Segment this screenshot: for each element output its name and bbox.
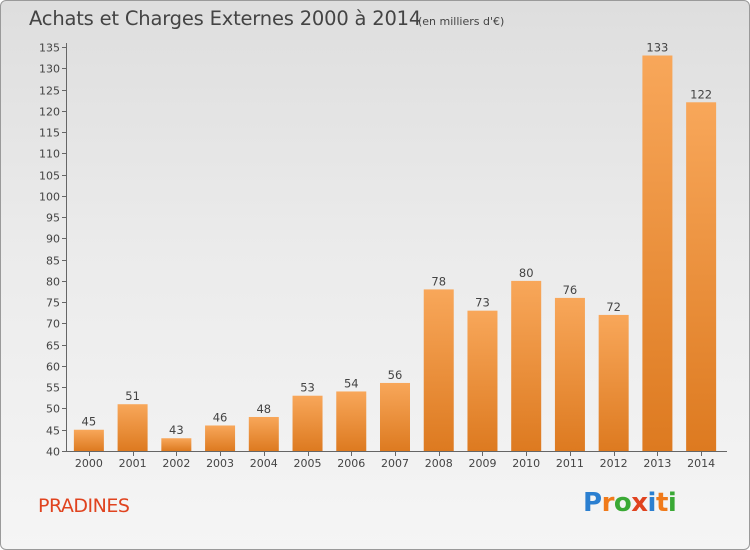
data-label-2005: 53 bbox=[300, 381, 315, 395]
y-tick-label: 65 bbox=[46, 340, 60, 353]
x-tick-label: 2012 bbox=[600, 457, 628, 470]
y-tick-label: 90 bbox=[46, 233, 60, 246]
bar-2009 bbox=[467, 310, 498, 451]
data-label-2006: 54 bbox=[344, 376, 359, 390]
bar-2012 bbox=[598, 314, 629, 451]
logo-letter: i bbox=[667, 488, 677, 518]
y-tick-label: 130 bbox=[39, 63, 60, 76]
bar-2008 bbox=[423, 289, 454, 451]
chart-subtitle: (en milliers d'€) bbox=[418, 15, 505, 28]
y-tick-label: 70 bbox=[46, 318, 60, 331]
data-label-2000: 45 bbox=[82, 415, 97, 429]
y-tick-label: 85 bbox=[46, 255, 60, 268]
y-tick-label: 110 bbox=[39, 148, 60, 161]
bar-2007 bbox=[380, 382, 410, 451]
logo-letter: o bbox=[613, 488, 632, 518]
y-tick-label: 100 bbox=[39, 191, 60, 204]
bar-2006 bbox=[336, 391, 367, 451]
x-tick-label: 2003 bbox=[206, 457, 234, 470]
bar-2014 bbox=[686, 102, 717, 451]
data-label-2012: 72 bbox=[606, 300, 621, 314]
y-tick-label: 40 bbox=[46, 446, 60, 459]
data-label-2013: 133 bbox=[646, 41, 668, 55]
x-tick-label: 2004 bbox=[250, 457, 278, 470]
chart-axes: 40 45 50 55 60 65 70 75 80 85 90 95 100 105 110 115 120 1… bbox=[39, 42, 727, 470]
bar-2001 bbox=[117, 404, 148, 451]
data-label-2008: 78 bbox=[431, 274, 446, 288]
y-tick-label: 80 bbox=[46, 276, 60, 289]
x-tick-label: 2002 bbox=[162, 457, 190, 470]
data-label-2002: 43 bbox=[169, 423, 184, 437]
y-tick-label: 105 bbox=[39, 170, 60, 183]
x-tick-label: 2008 bbox=[425, 457, 453, 470]
logo-letter: t bbox=[655, 488, 668, 518]
logo-letter: i bbox=[647, 488, 657, 518]
x-tick-label: 2001 bbox=[119, 457, 147, 470]
logo-letter: r bbox=[601, 488, 615, 518]
data-label-2011: 76 bbox=[563, 283, 578, 297]
data-label-2010: 80 bbox=[519, 266, 534, 280]
bar-2000 bbox=[73, 429, 104, 451]
y-tick-label: 45 bbox=[46, 425, 60, 438]
x-tick-label: 2014 bbox=[687, 457, 715, 470]
data-label-2004: 48 bbox=[256, 402, 271, 416]
proxiti-logo: Proxiti bbox=[583, 488, 677, 518]
y-tick-label: 75 bbox=[46, 297, 60, 310]
place-name: PRADINES bbox=[38, 495, 130, 517]
data-label-2003: 46 bbox=[213, 410, 228, 424]
x-tick-label: 2005 bbox=[294, 457, 322, 470]
x-tick-label: 2010 bbox=[512, 457, 540, 470]
data-label-2009: 73 bbox=[475, 296, 490, 310]
y-tick-label: 95 bbox=[46, 212, 60, 225]
bar-2010 bbox=[511, 280, 542, 451]
bar-2005 bbox=[292, 395, 323, 451]
y-tick-label: 55 bbox=[46, 382, 60, 395]
x-tick-label: 2011 bbox=[556, 457, 584, 470]
bar-2004 bbox=[248, 416, 279, 451]
bar-2003 bbox=[205, 425, 236, 451]
chart-data-labels: 45 51 43 46 48 53 54 56 78 73 80 76 72 133 122 bbox=[82, 41, 713, 438]
bar-2002 bbox=[161, 438, 192, 451]
y-tick-label: 125 bbox=[39, 85, 60, 98]
x-tick-label: 2007 bbox=[381, 457, 409, 470]
logo-letter: x bbox=[631, 488, 648, 518]
chart-title: Achats et Charges Externes 2000 à 2014 bbox=[29, 7, 422, 30]
logo-letter: P bbox=[583, 488, 602, 518]
y-tick-label: 60 bbox=[46, 361, 60, 374]
x-tick-label: 2013 bbox=[643, 457, 671, 470]
y-tick-label: 120 bbox=[39, 106, 60, 119]
y-tick-label: 115 bbox=[39, 127, 60, 140]
x-tick-label: 2009 bbox=[468, 457, 496, 470]
bar-2013 bbox=[642, 55, 673, 452]
y-tick-label: 50 bbox=[46, 403, 60, 416]
data-label-2014: 122 bbox=[690, 87, 712, 101]
x-tick-label: 2000 bbox=[75, 457, 103, 470]
data-label-2007: 56 bbox=[388, 368, 403, 382]
data-label-2001: 51 bbox=[125, 389, 140, 403]
x-tick-label: 2006 bbox=[337, 457, 365, 470]
chart-bars bbox=[73, 55, 717, 452]
y-tick-label: 135 bbox=[39, 42, 60, 55]
bar-2011 bbox=[554, 297, 585, 451]
